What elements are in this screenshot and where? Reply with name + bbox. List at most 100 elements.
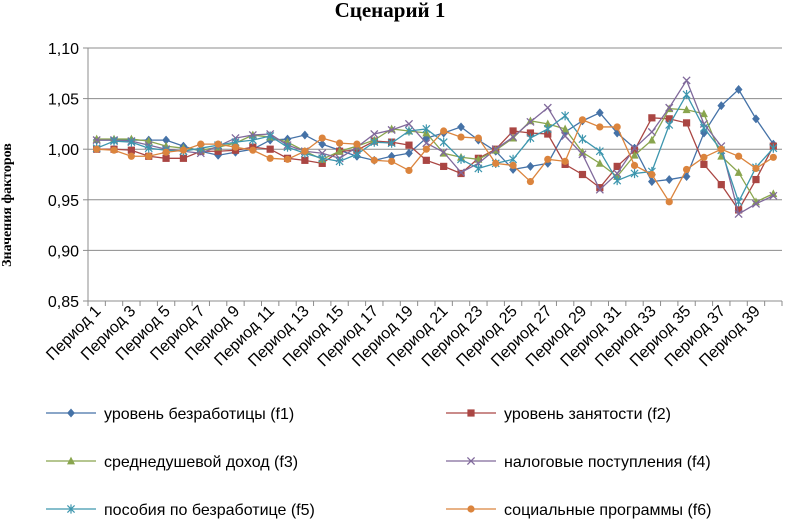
data-point [318,139,327,149]
data-point [735,206,743,214]
data-point [578,170,587,179]
data-point [578,147,587,156]
data-point [526,177,535,186]
plot-area [92,76,778,219]
data-point [509,127,517,135]
data-point [665,198,673,206]
data-point [526,116,535,125]
data-point [613,123,621,131]
y-tick-label: 0,85 [48,294,79,311]
data-point [613,175,622,186]
legend-marker [466,456,476,466]
series-line [96,93,774,204]
data-point [92,136,101,145]
data-point [769,143,778,153]
data-point [335,139,344,147]
data-point [543,124,552,134]
legend-item: уровень безработицы (f1) [46,406,294,423]
data-point [457,122,465,132]
data-point [197,140,205,148]
data-point [561,111,570,121]
data-point [301,147,309,155]
data-point [353,140,361,148]
data-point [457,133,465,141]
y-tick-label: 0,90 [48,243,79,260]
data-point [127,152,135,160]
data-point [474,134,482,142]
data-point [699,123,708,133]
data-point [682,89,691,100]
data-point [127,146,135,154]
legend-label: уровень безработицы (f1) [104,406,294,423]
data-point [717,181,725,189]
data-point [769,189,778,198]
data-point [422,156,430,164]
data-point [682,119,691,127]
series-6 [93,116,777,206]
data-point [249,146,257,154]
data-point [648,114,656,122]
data-point [595,108,604,118]
data-point [335,146,344,155]
data-point [335,156,344,166]
series-4 [92,76,778,219]
legend-label: налоговые поступления (f4) [504,454,711,471]
data-point [491,145,500,154]
data-point [734,84,743,95]
data-point [752,164,760,173]
legend-label: уровень занятости (f2) [504,406,671,423]
data-point [509,161,517,169]
data-point [595,146,604,156]
legend-marker [67,456,75,465]
legend-marker [467,505,475,513]
data-point [440,127,448,135]
data-point [717,145,725,153]
data-point [318,134,326,142]
data-point [404,119,414,128]
data-point [388,157,396,165]
data-point [630,168,639,179]
data-point [630,150,639,159]
data-point [248,135,257,145]
data-point [717,101,726,111]
series-2 [93,114,777,214]
data-point [735,152,743,160]
data-point [596,184,604,192]
data-point [526,133,535,143]
data-point [544,155,552,163]
legend-item: пособия по безработице (f5) [46,502,315,519]
data-point [440,162,448,171]
data-point [734,197,743,207]
data-point [144,143,153,153]
data-point [404,126,413,136]
data-point [647,135,656,144]
legend-item: налоговые поступления (f4) [446,454,711,471]
legend-marker [67,408,75,418]
data-point [561,124,570,133]
data-point [387,138,396,148]
data-point [769,191,778,200]
data-point [439,148,448,157]
series-line [96,119,774,204]
data-point [561,157,569,165]
data-point [318,159,326,167]
data-point [179,146,188,154]
data-point [526,117,535,126]
data-point [665,115,673,123]
data-point [596,123,604,131]
data-point [561,131,570,141]
data-point [93,145,101,153]
data-point [405,148,413,158]
data-point [474,163,483,174]
data-point [110,146,118,154]
data-point [700,160,708,168]
data-point [595,158,604,167]
series-line [96,78,774,215]
data-point [648,170,656,179]
legend: уровень безработицы (f1) уровень занятост… [46,406,711,519]
data-point [578,150,587,159]
data-point [214,140,222,148]
data-point [630,144,639,153]
